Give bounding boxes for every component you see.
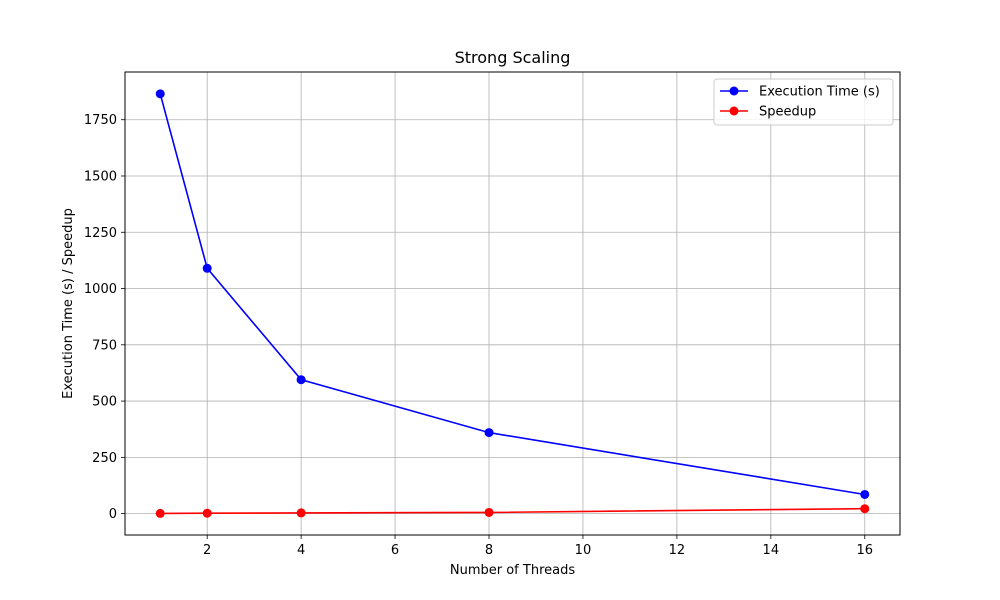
data-point-execution-time — [484, 428, 494, 438]
legend-marker-speedup — [729, 106, 739, 116]
y-tick-label: 750 — [92, 338, 117, 353]
legend-box — [713, 78, 894, 126]
x-tick-label: 16 — [856, 543, 873, 558]
y-tick-label: 500 — [92, 395, 117, 410]
data-point-speedup — [202, 508, 212, 518]
chart-title: Strong Scaling — [455, 48, 571, 67]
data-point-execution-time — [202, 263, 212, 273]
x-tick-label: 14 — [763, 543, 780, 558]
y-tick-label: 0 — [109, 507, 117, 522]
data-point-speedup — [860, 504, 870, 514]
series-layer — [155, 89, 870, 518]
plot-frame — [124, 71, 901, 536]
legend: Execution Time (s) Speedup — [713, 78, 894, 126]
x-axis-ticks: 2 4 6 8 10 12 14 16 — [203, 535, 873, 558]
y-tick-label: 1000 — [84, 282, 117, 297]
legend-entry-execution-time: Execution Time (s) — [720, 85, 880, 100]
data-point-execution-time — [860, 489, 870, 499]
y-axis-label: Execution Time (s) / Speedup — [61, 208, 76, 399]
data-point-execution-time — [155, 89, 165, 99]
x-tick-label: 2 — [203, 543, 211, 558]
y-tick-label: 1250 — [84, 226, 117, 241]
y-axis-ticks: 0 250 500 750 1000 1250 1500 1750 — [84, 113, 125, 522]
data-point-speedup — [484, 507, 494, 517]
x-tick-label: 4 — [297, 543, 305, 558]
legend-entry-speedup: Speedup — [720, 105, 816, 120]
x-tick-label: 8 — [485, 543, 493, 558]
data-point-speedup — [296, 508, 306, 518]
legend-label-speedup: Speedup — [759, 105, 816, 120]
x-axis-label: Number of Threads — [450, 563, 575, 578]
legend-label-execution-time: Execution Time (s) — [759, 85, 880, 100]
legend-marker-execution-time — [729, 86, 739, 96]
data-point-execution-time — [296, 375, 306, 385]
x-tick-label: 12 — [669, 543, 686, 558]
x-tick-label: 6 — [391, 543, 399, 558]
x-tick-label: 10 — [575, 543, 592, 558]
y-tick-label: 250 — [92, 451, 117, 466]
y-tick-label: 1750 — [84, 113, 117, 128]
y-tick-label: 1500 — [84, 169, 117, 184]
data-point-speedup — [155, 508, 165, 518]
